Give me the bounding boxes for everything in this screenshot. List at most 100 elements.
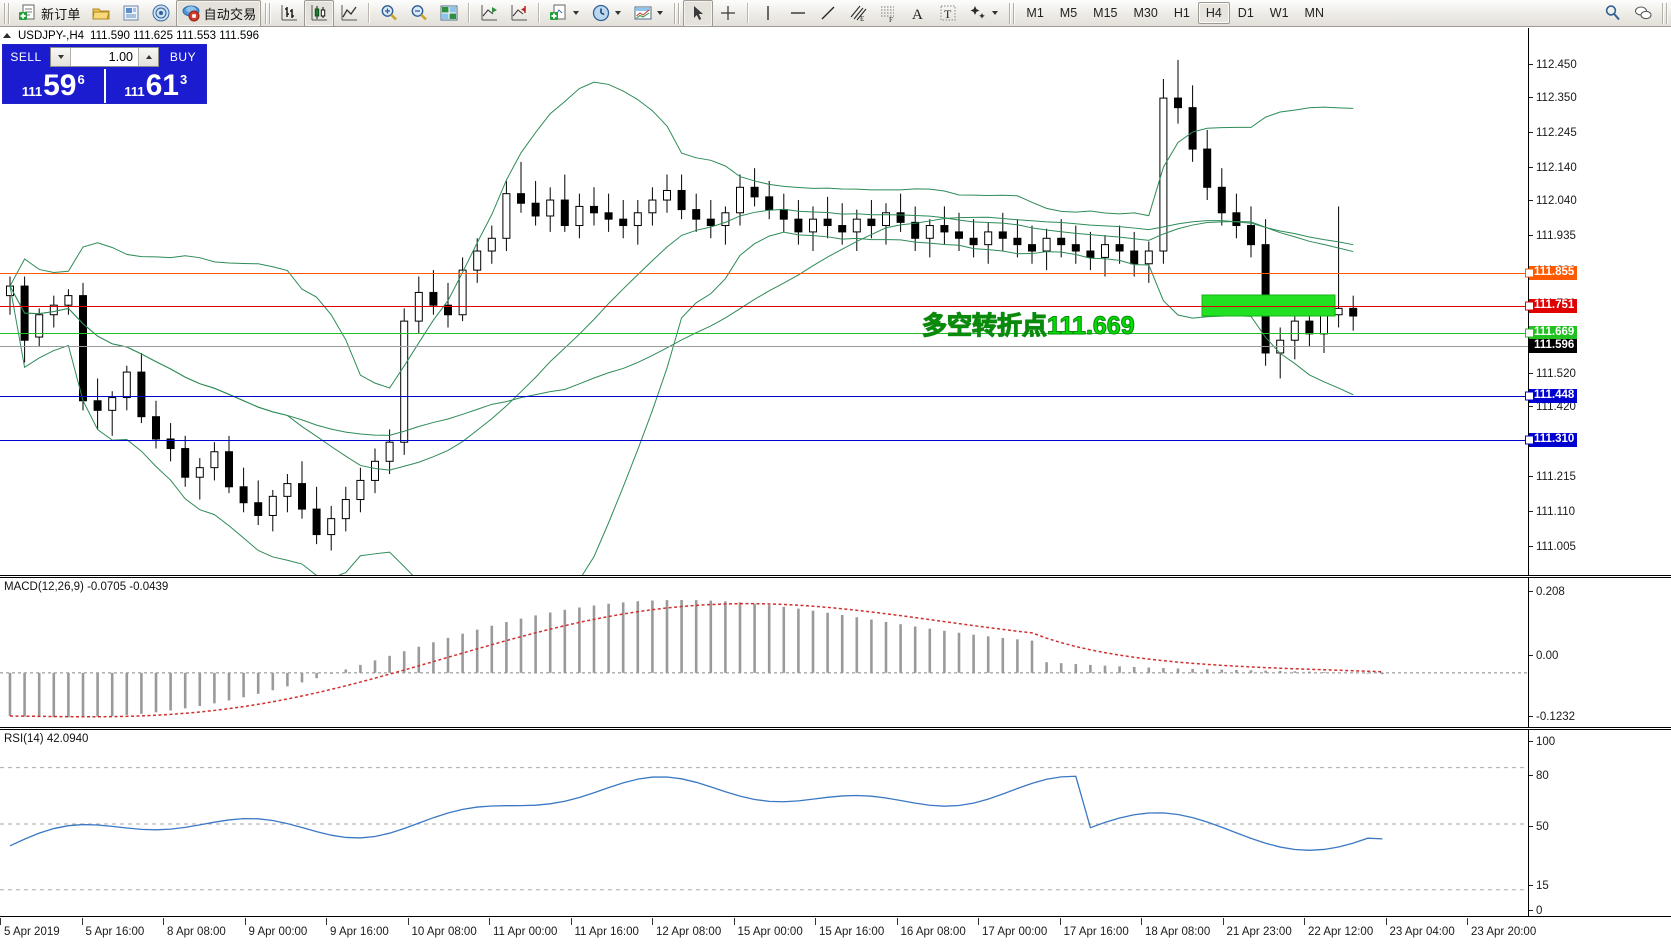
horizontal-line-tool-button[interactable] bbox=[783, 0, 813, 27]
bar-chart-button[interactable] bbox=[274, 0, 304, 27]
signals-button[interactable] bbox=[146, 0, 176, 27]
rsi-plot-area[interactable] bbox=[0, 730, 1671, 916]
time-tick bbox=[1141, 918, 1142, 925]
objects-tool-button[interactable] bbox=[963, 0, 1005, 27]
zoom-in-button[interactable] bbox=[374, 0, 404, 27]
toolbar-grip-5[interactable] bbox=[1661, 2, 1668, 24]
macd-label: MACD(12,26,9) -0.0705 -0.0439 bbox=[4, 581, 169, 593]
chat-button[interactable] bbox=[1628, 0, 1658, 27]
time-axis[interactable]: 5 Apr 2019 5 Apr 16:00 8 Apr 08:00 9 Apr 00… bbox=[0, 918, 1671, 946]
equidistant-channel-button[interactable]: E bbox=[843, 0, 873, 27]
new-order-button[interactable]: 新订单 bbox=[13, 0, 86, 27]
sell-price-prefix: 111 bbox=[21, 84, 43, 99]
vertical-line-tool-button[interactable] bbox=[753, 0, 783, 27]
tile-windows-icon bbox=[440, 5, 458, 21]
autotrading-label: 自动交易 bbox=[203, 6, 257, 22]
price-scale[interactable]: 112.450 112.350 112.245 112.140 112.040 111.9… bbox=[1529, 28, 1671, 623]
trendline-tool-button[interactable] bbox=[813, 0, 843, 27]
support-level-111310-handle[interactable] bbox=[1525, 435, 1534, 445]
auto-scroll-button[interactable] bbox=[474, 0, 504, 27]
text-tool-button[interactable]: T bbox=[933, 0, 963, 27]
timeframe-h4[interactable]: H4 bbox=[1197, 2, 1230, 24]
bid-price-111596-line[interactable] bbox=[0, 346, 1528, 347]
volume-decrement-button[interactable] bbox=[51, 48, 71, 66]
chart-shift-button[interactable] bbox=[504, 0, 534, 27]
rsi-pane[interactable]: RSI(14) 42.0940 100 80 50 15 0 bbox=[0, 729, 1671, 917]
rsi-label: RSI(14) 42.0940 bbox=[4, 733, 89, 745]
buy-price-prefix: 111 bbox=[124, 84, 145, 99]
time-tick bbox=[0, 918, 1, 925]
open-data-folder-button[interactable] bbox=[86, 0, 116, 27]
support-level-111310-line[interactable] bbox=[0, 440, 1528, 441]
crosshair-tool-button[interactable] bbox=[713, 0, 743, 27]
resistance-level-111855-line[interactable] bbox=[0, 273, 1528, 274]
macd-scale[interactable]: 0.208 0.00 -0.1232 bbox=[1529, 578, 1671, 727]
macd-tick-0208: 0.208 bbox=[1529, 586, 1565, 598]
resistance-level-111751[interactable]: 111.751 bbox=[1529, 299, 1578, 313]
new-order-label: 新订单 bbox=[41, 6, 81, 22]
timeframe-mn[interactable]: MN bbox=[1304, 6, 1324, 20]
time-label: 23 Apr 04:00 bbox=[1389, 926, 1455, 938]
text-label-tool-button[interactable]: A bbox=[903, 0, 933, 27]
price-chart-pane[interactable]: 多空转折点111.669 112.450 112.350 112.245 112.14… bbox=[0, 28, 1671, 623]
rsi-scale[interactable]: 100 80 50 15 0 bbox=[1529, 730, 1671, 917]
macd-tick-01232: -0.1232 bbox=[1529, 711, 1575, 723]
chart-annotation-text[interactable]: 多空转折点111.669 bbox=[922, 312, 1136, 341]
volume-stepper[interactable]: 1.00 bbox=[50, 47, 159, 67]
sell-button[interactable]: 111 59 6 bbox=[3, 69, 104, 103]
timeframe-m5[interactable]: M5 bbox=[1059, 6, 1078, 20]
zoom-out-button[interactable] bbox=[404, 0, 434, 27]
resistance-level-111855[interactable]: 111.855 bbox=[1529, 266, 1578, 280]
volume-value[interactable]: 1.00 bbox=[108, 50, 133, 64]
volume-increment-button[interactable] bbox=[138, 48, 158, 66]
chevron-down-icon bbox=[573, 11, 580, 15]
resistance-level-111751-line[interactable] bbox=[0, 306, 1528, 307]
search-button[interactable] bbox=[1598, 0, 1628, 27]
timeframe-d1[interactable]: D1 bbox=[1237, 6, 1254, 20]
support-level-111448-handle[interactable] bbox=[1525, 391, 1534, 401]
timeframe-m1[interactable]: M1 bbox=[1026, 6, 1044, 20]
cursor-tool-button[interactable] bbox=[683, 0, 714, 27]
time-tick bbox=[1222, 918, 1224, 925]
toolbar-grip-2[interactable] bbox=[264, 2, 272, 24]
collapse-triangle-icon[interactable] bbox=[3, 33, 11, 38]
support-level-111448[interactable]: 111.448 bbox=[1529, 389, 1578, 403]
fibonacci-tool-button[interactable]: F bbox=[873, 0, 903, 27]
macd-plot-area[interactable] bbox=[0, 578, 1671, 727]
add-indicator-button[interactable] bbox=[544, 0, 586, 27]
timeframe-w1[interactable]: W1 bbox=[1269, 6, 1289, 20]
macd-pane[interactable]: MACD(12,26,9) -0.0705 -0.0439 0.208 0.00 -… bbox=[0, 577, 1671, 728]
time-tick bbox=[81, 918, 83, 925]
tile-windows-button[interactable] bbox=[434, 0, 464, 27]
toolbar-grip-4[interactable] bbox=[1008, 2, 1016, 24]
toolbar-grip-3[interactable] bbox=[673, 2, 681, 24]
period-separator-button[interactable] bbox=[586, 0, 628, 27]
resistance-level-111751-handle[interactable] bbox=[1525, 301, 1534, 311]
toolbar-grip[interactable] bbox=[3, 2, 10, 24]
bid-price-111596[interactable]: 111.596 bbox=[1529, 339, 1578, 353]
resistance-level-111855-handle[interactable] bbox=[1525, 268, 1534, 278]
timeframe-m15[interactable]: M15 bbox=[1093, 6, 1118, 20]
one-click-top-row: SELL 1.00 BUY bbox=[3, 45, 206, 69]
support-level-111448-line[interactable] bbox=[0, 396, 1528, 397]
pivot-level-111669[interactable]: 111.669 bbox=[1529, 326, 1578, 340]
timeframe-m30[interactable]: M30 bbox=[1133, 6, 1158, 20]
timeframe-h1[interactable]: H1 bbox=[1173, 6, 1190, 20]
time-label: 9 Apr 00:00 bbox=[248, 926, 308, 938]
line-chart-button[interactable] bbox=[334, 0, 364, 27]
new-order-icon bbox=[19, 4, 35, 20]
pivot-level-111669-line[interactable] bbox=[0, 333, 1528, 334]
fibonacci-icon: F bbox=[881, 6, 895, 23]
add-indicator-icon bbox=[550, 4, 566, 20]
templates-button[interactable] bbox=[628, 0, 670, 27]
pivot-level-111669-handle[interactable] bbox=[1525, 328, 1534, 338]
autotrading-icon bbox=[182, 5, 200, 22]
autotrading-button[interactable]: 自动交易 bbox=[175, 0, 262, 27]
price-tick-112245: 112.245 bbox=[1529, 127, 1577, 139]
time-tick bbox=[407, 918, 409, 925]
price-plot-area[interactable] bbox=[0, 28, 1671, 575]
candlestick-chart-button[interactable] bbox=[304, 0, 335, 27]
news-button[interactable] bbox=[116, 0, 146, 27]
support-level-111310[interactable]: 111.310 bbox=[1529, 433, 1578, 447]
buy-button[interactable]: 111 61 3 bbox=[103, 69, 207, 103]
